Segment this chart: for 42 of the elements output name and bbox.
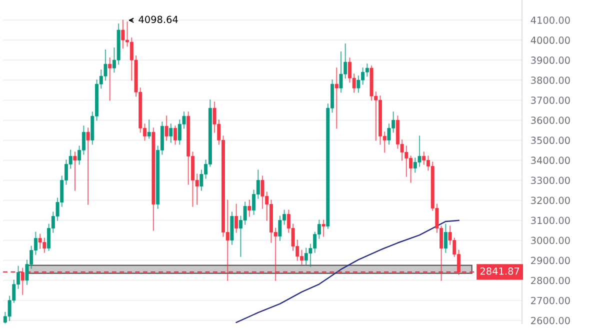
candlestick xyxy=(339,52,343,93)
candlestick xyxy=(422,152,426,165)
y-tick-label: 3700.00 xyxy=(531,96,570,104)
candlestick xyxy=(147,120,151,139)
y-tick-label: 4100.00 xyxy=(530,16,570,24)
y-tick-label: 3100.00 xyxy=(531,216,570,224)
candlestick xyxy=(444,224,448,253)
candlestick xyxy=(104,50,108,81)
candlestick xyxy=(248,200,252,217)
y-tick-label: 2700.00 xyxy=(531,296,570,304)
y-tick-label: 2800.00 xyxy=(531,276,570,284)
ref-line-label: 2841.87 xyxy=(480,267,520,275)
candlestick xyxy=(174,126,178,145)
candlestick xyxy=(121,20,125,49)
annotation: 4098.64 xyxy=(138,16,178,24)
y-tick-label: 2900.00 xyxy=(531,256,570,264)
candlestick xyxy=(418,136,422,167)
candlestick xyxy=(356,76,360,93)
candlestick xyxy=(234,204,238,233)
y-tick-label: 4000.00 xyxy=(530,36,570,44)
y-tick-label: 3400.00 xyxy=(531,156,570,164)
y-tick-label: 3500.00 xyxy=(531,136,570,144)
candlestick xyxy=(260,176,264,209)
line-series xyxy=(236,220,460,324)
candlestick xyxy=(108,58,112,101)
candlestick xyxy=(73,152,77,191)
candlestick xyxy=(334,68,338,129)
candlestick xyxy=(322,220,326,237)
candlestick xyxy=(387,124,391,145)
y-tick-label: 3000.00 xyxy=(531,236,570,244)
y-tick-label: 2600.00 xyxy=(531,316,570,324)
y-tick-label: 3200.00 xyxy=(531,196,570,204)
candlestick xyxy=(164,116,168,141)
y-tick-label: 3300.00 xyxy=(531,176,570,184)
y-tick-label: 3800.00 xyxy=(531,76,570,84)
candlestick xyxy=(243,202,247,225)
candlestick xyxy=(169,124,173,143)
candlestick xyxy=(365,64,369,77)
candlestick xyxy=(278,216,282,241)
y-tick-label: 3900.00 xyxy=(531,56,570,64)
y-tick-label: 3600.00 xyxy=(531,116,570,124)
candlestick xyxy=(86,128,90,205)
